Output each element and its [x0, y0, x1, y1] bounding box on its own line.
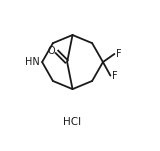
- Text: F: F: [116, 49, 121, 59]
- Text: HN: HN: [25, 57, 40, 67]
- Text: HCl: HCl: [64, 117, 82, 127]
- Text: O: O: [47, 46, 55, 56]
- Text: F: F: [112, 71, 117, 81]
